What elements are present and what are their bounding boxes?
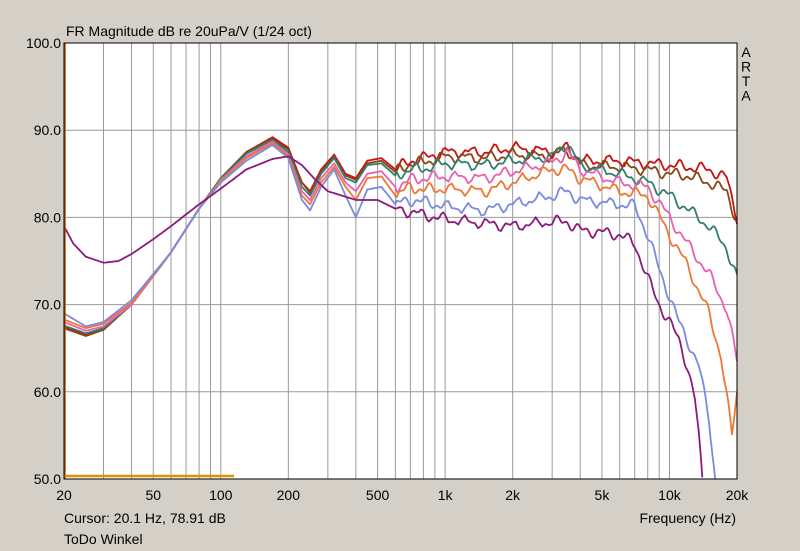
plot-area[interactable] [64,43,737,479]
x-tick-label: 500 [366,487,390,503]
x-tick-label: 100 [209,487,233,503]
grid [64,43,737,479]
side-label-letter: A [741,44,751,60]
y-tick-label: 90.0 [34,122,61,138]
x-tick-label: 10k [658,487,682,503]
side-label-letter: R [741,59,751,75]
x-axis-ticks: 20 50 100 200 500 1k 2k 5k 10k 20k [56,487,749,503]
response-curve-7 [63,155,704,478]
measurement-name: ToDo Winkel [64,531,143,547]
y-tick-label: 60.0 [34,384,61,400]
y-axis-ticks: 100.0 90.0 80.0 70.0 60.0 50.0 [26,35,61,487]
chart-title: FR Magnitude dB re 20uPa/V (1/24 oct) [66,23,312,39]
x-tick-label: 1k [438,487,454,503]
x-axis-label: Frequency (Hz) [639,510,736,526]
x-tick-label: 5k [595,487,611,503]
x-tick-label: 20k [726,487,750,503]
y-tick-label: 80.0 [34,209,61,225]
y-tick-label: 50.0 [34,471,61,487]
cursor-readout: Cursor: 20.1 Hz, 78.91 dB [64,510,226,526]
x-tick-label: 50 [145,487,161,503]
y-tick-label: 100.0 [26,35,61,51]
y-tick-label: 70.0 [34,297,61,313]
x-tick-label: 200 [277,487,301,503]
side-label-letter: T [742,73,751,89]
series-group [63,136,738,480]
plot-frame [63,42,738,480]
response-curve-6 [63,144,717,480]
x-tick-label: 2k [505,487,521,503]
x-tick-label: 20 [56,487,72,503]
side-label-letter: A [741,88,751,104]
